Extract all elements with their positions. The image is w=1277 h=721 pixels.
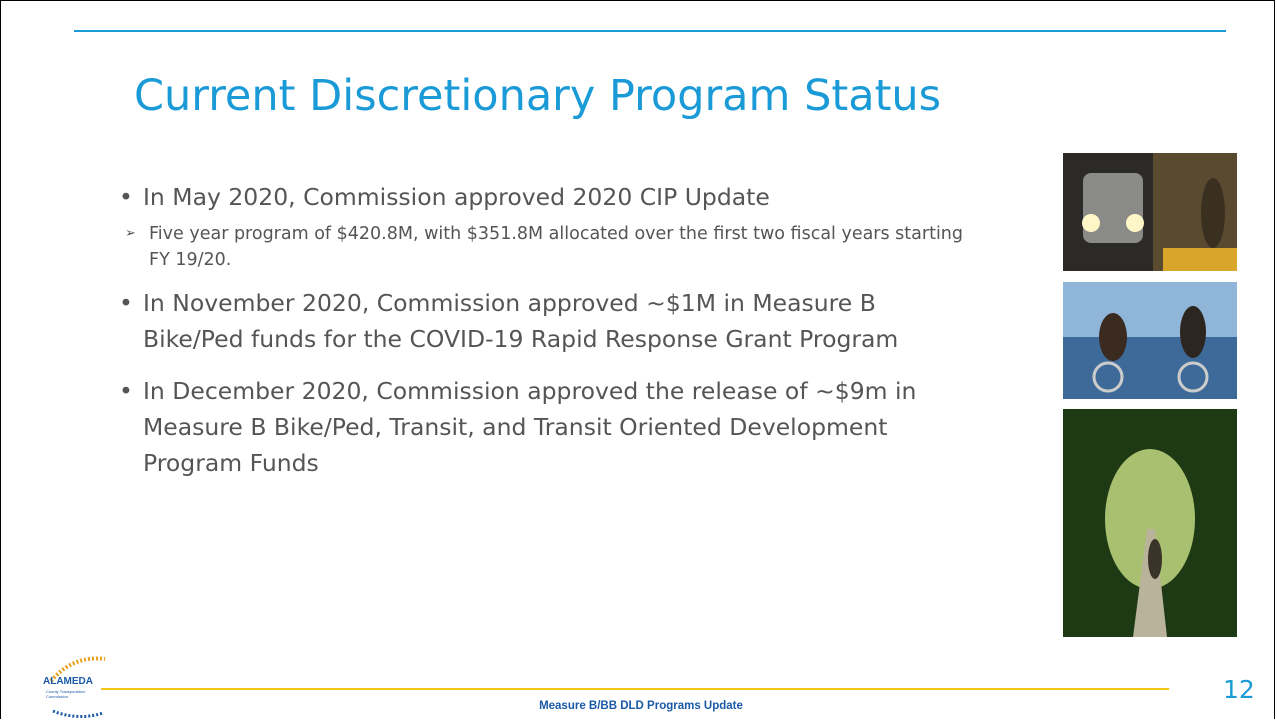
- bullet: In May 2020, Commission approved 2020 CI…: [119, 179, 979, 215]
- sub-bullet: Five year program of $420.8M, with $351.…: [125, 221, 979, 273]
- train-photo: [1063, 153, 1237, 271]
- path-photo: [1063, 409, 1237, 637]
- page-number: 12: [1223, 675, 1255, 704]
- slide: Current Discretionary Program Status In …: [0, 0, 1275, 719]
- logo-subtitle: County Transportation Commission: [46, 689, 96, 699]
- top-rule: [74, 30, 1226, 32]
- footer-rule: [101, 688, 1169, 690]
- logo-name: ALAMEDA: [43, 676, 93, 687]
- page: Current Discretionary Program Status In …: [0, 0, 1277, 721]
- bullet: In November 2020, Commission approved ~$…: [119, 285, 979, 357]
- bikes-photo: [1063, 282, 1237, 399]
- slide-title: Current Discretionary Program Status: [134, 71, 941, 121]
- bullet: In December 2020, Commission approved th…: [119, 373, 979, 481]
- footer-text: Measure B/BB DLD Programs Update: [441, 700, 841, 712]
- bullet-list: In May 2020, Commission approved 2020 CI…: [119, 179, 979, 497]
